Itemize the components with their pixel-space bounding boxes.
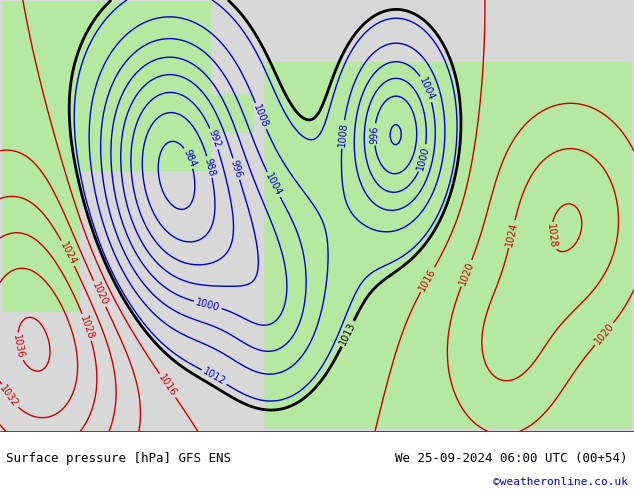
Text: 992: 992 [206,128,222,149]
Text: 996: 996 [369,125,380,144]
Text: 1024: 1024 [58,240,78,267]
Text: 1013: 1013 [338,320,358,347]
Text: 1036: 1036 [11,334,26,360]
Text: 1024: 1024 [504,221,519,247]
Text: 1004: 1004 [417,75,436,102]
Text: 1008: 1008 [252,103,270,129]
Text: ©weatheronline.co.uk: ©weatheronline.co.uk [493,477,628,487]
Text: 1004: 1004 [264,172,283,198]
Text: 1012: 1012 [201,367,228,388]
Text: 996: 996 [229,159,244,179]
Text: Surface pressure [hPa] GFS ENS: Surface pressure [hPa] GFS ENS [6,452,231,465]
Text: 1032: 1032 [0,384,20,410]
Text: 1020: 1020 [90,281,110,307]
Text: 1016: 1016 [157,373,179,398]
Text: 988: 988 [203,157,217,177]
Text: 1020: 1020 [593,321,616,346]
Text: 1028: 1028 [545,223,558,249]
Text: 1028: 1028 [79,314,96,341]
Text: 984: 984 [181,148,198,169]
Text: We 25-09-2024 06:00 UTC (00+54): We 25-09-2024 06:00 UTC (00+54) [395,452,628,465]
Text: 1020: 1020 [457,260,476,287]
Text: 1008: 1008 [337,122,349,147]
Text: 1000: 1000 [195,297,221,313]
Text: 1016: 1016 [417,267,438,293]
Text: 1000: 1000 [415,145,431,172]
